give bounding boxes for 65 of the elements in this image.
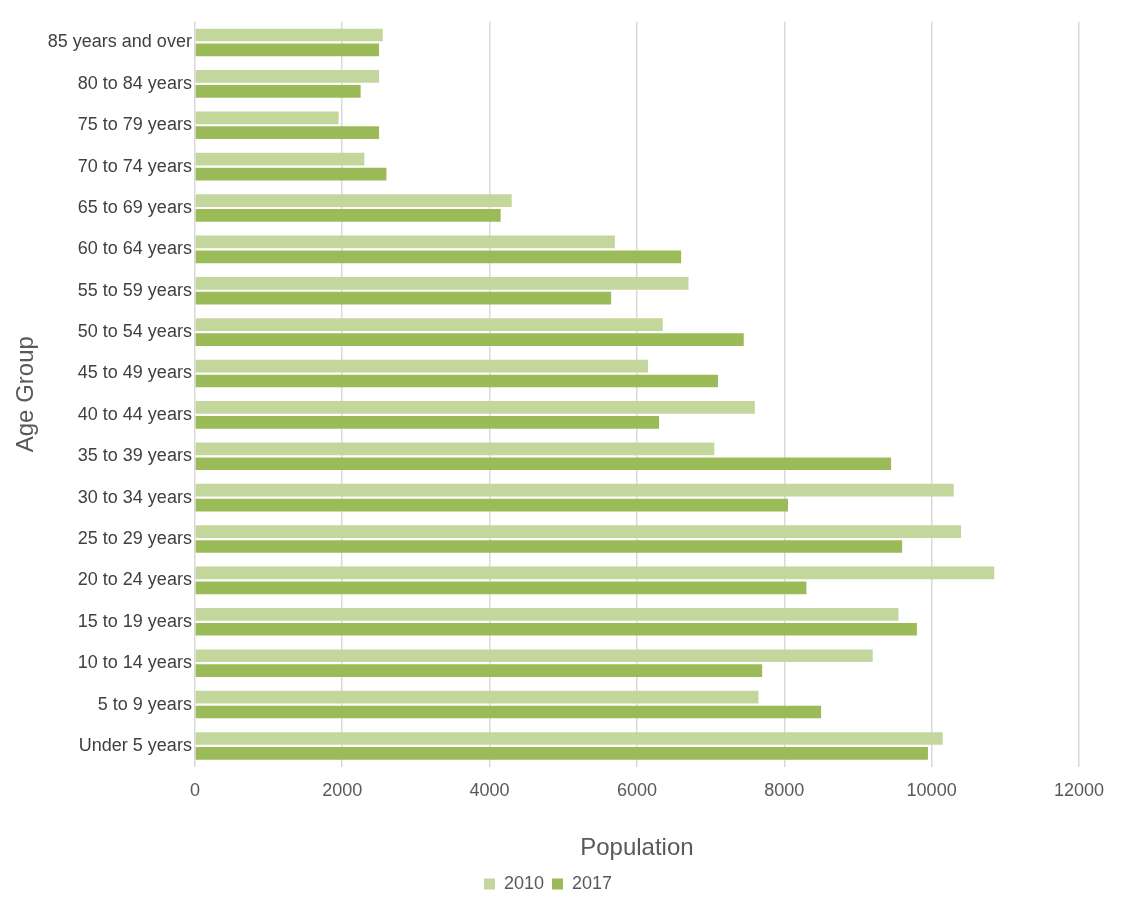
y-tick-label: 60 to 64 years [77, 238, 192, 259]
bar [195, 581, 807, 595]
x-tick-label: 0 [189, 780, 200, 801]
bar [195, 622, 917, 636]
bar [195, 43, 380, 57]
bar [195, 28, 383, 42]
bar [195, 566, 995, 580]
bar [195, 649, 873, 663]
bar [195, 416, 660, 429]
y-tick-label: 55 to 59 years [77, 279, 192, 300]
y-tick-label: Under 5 years [78, 734, 192, 755]
bar [195, 525, 962, 538]
bar [195, 70, 380, 83]
bar [195, 401, 755, 414]
bar [195, 747, 928, 760]
bar [195, 690, 759, 704]
bar [195, 540, 903, 553]
bar [195, 276, 689, 290]
x-tick-label: 12000 [1053, 780, 1104, 801]
bar [195, 705, 822, 719]
y-tick-label: 10 to 14 years [77, 652, 192, 673]
y-tick-label: 45 to 49 years [77, 362, 192, 383]
x-axis-title: Population [580, 833, 694, 861]
bar [195, 442, 715, 456]
y-tick-label: 40 to 44 years [77, 403, 192, 424]
bar [195, 235, 615, 249]
legend-label: 2017 [572, 872, 613, 893]
bar [195, 291, 612, 305]
legend-label: 2010 [503, 872, 544, 893]
x-tick-label: 10000 [906, 780, 957, 801]
bar [195, 333, 744, 346]
y-tick-label: 85 years and over [47, 31, 192, 52]
y-tick-label: 80 to 84 years [77, 72, 192, 93]
bar [195, 483, 954, 497]
y-tick-label: 50 to 54 years [77, 321, 192, 342]
bar [195, 498, 788, 512]
bar [195, 318, 663, 332]
y-tick-label: 25 to 29 years [77, 527, 192, 548]
bar [195, 111, 339, 125]
bar [195, 374, 718, 388]
bar [195, 209, 501, 222]
y-tick-label: 5 to 9 years [97, 693, 192, 714]
bar [195, 250, 682, 264]
bar [195, 126, 380, 140]
y-tick-label: 75 to 79 years [77, 114, 192, 135]
y-tick-label: 35 to 39 years [77, 445, 192, 466]
bar [195, 359, 648, 373]
y-tick-label: 20 to 24 years [77, 569, 192, 590]
x-tick-label: 8000 [764, 780, 805, 801]
bar [195, 457, 892, 471]
bar [195, 167, 387, 181]
y-tick-label: 30 to 34 years [77, 486, 192, 507]
bar [195, 194, 512, 207]
x-tick-label: 6000 [616, 780, 657, 801]
y-axis-title: Age Group [11, 336, 39, 453]
x-tick-label: 4000 [469, 780, 510, 801]
bar [195, 152, 365, 166]
x-tick-label: 2000 [322, 780, 363, 801]
y-tick-label: 70 to 74 years [77, 155, 192, 176]
y-tick-label: 65 to 69 years [77, 196, 192, 217]
bar [195, 664, 763, 677]
bar [195, 732, 943, 745]
y-tick-label: 15 to 19 years [77, 610, 192, 631]
bar [195, 608, 899, 621]
bar [195, 84, 361, 98]
